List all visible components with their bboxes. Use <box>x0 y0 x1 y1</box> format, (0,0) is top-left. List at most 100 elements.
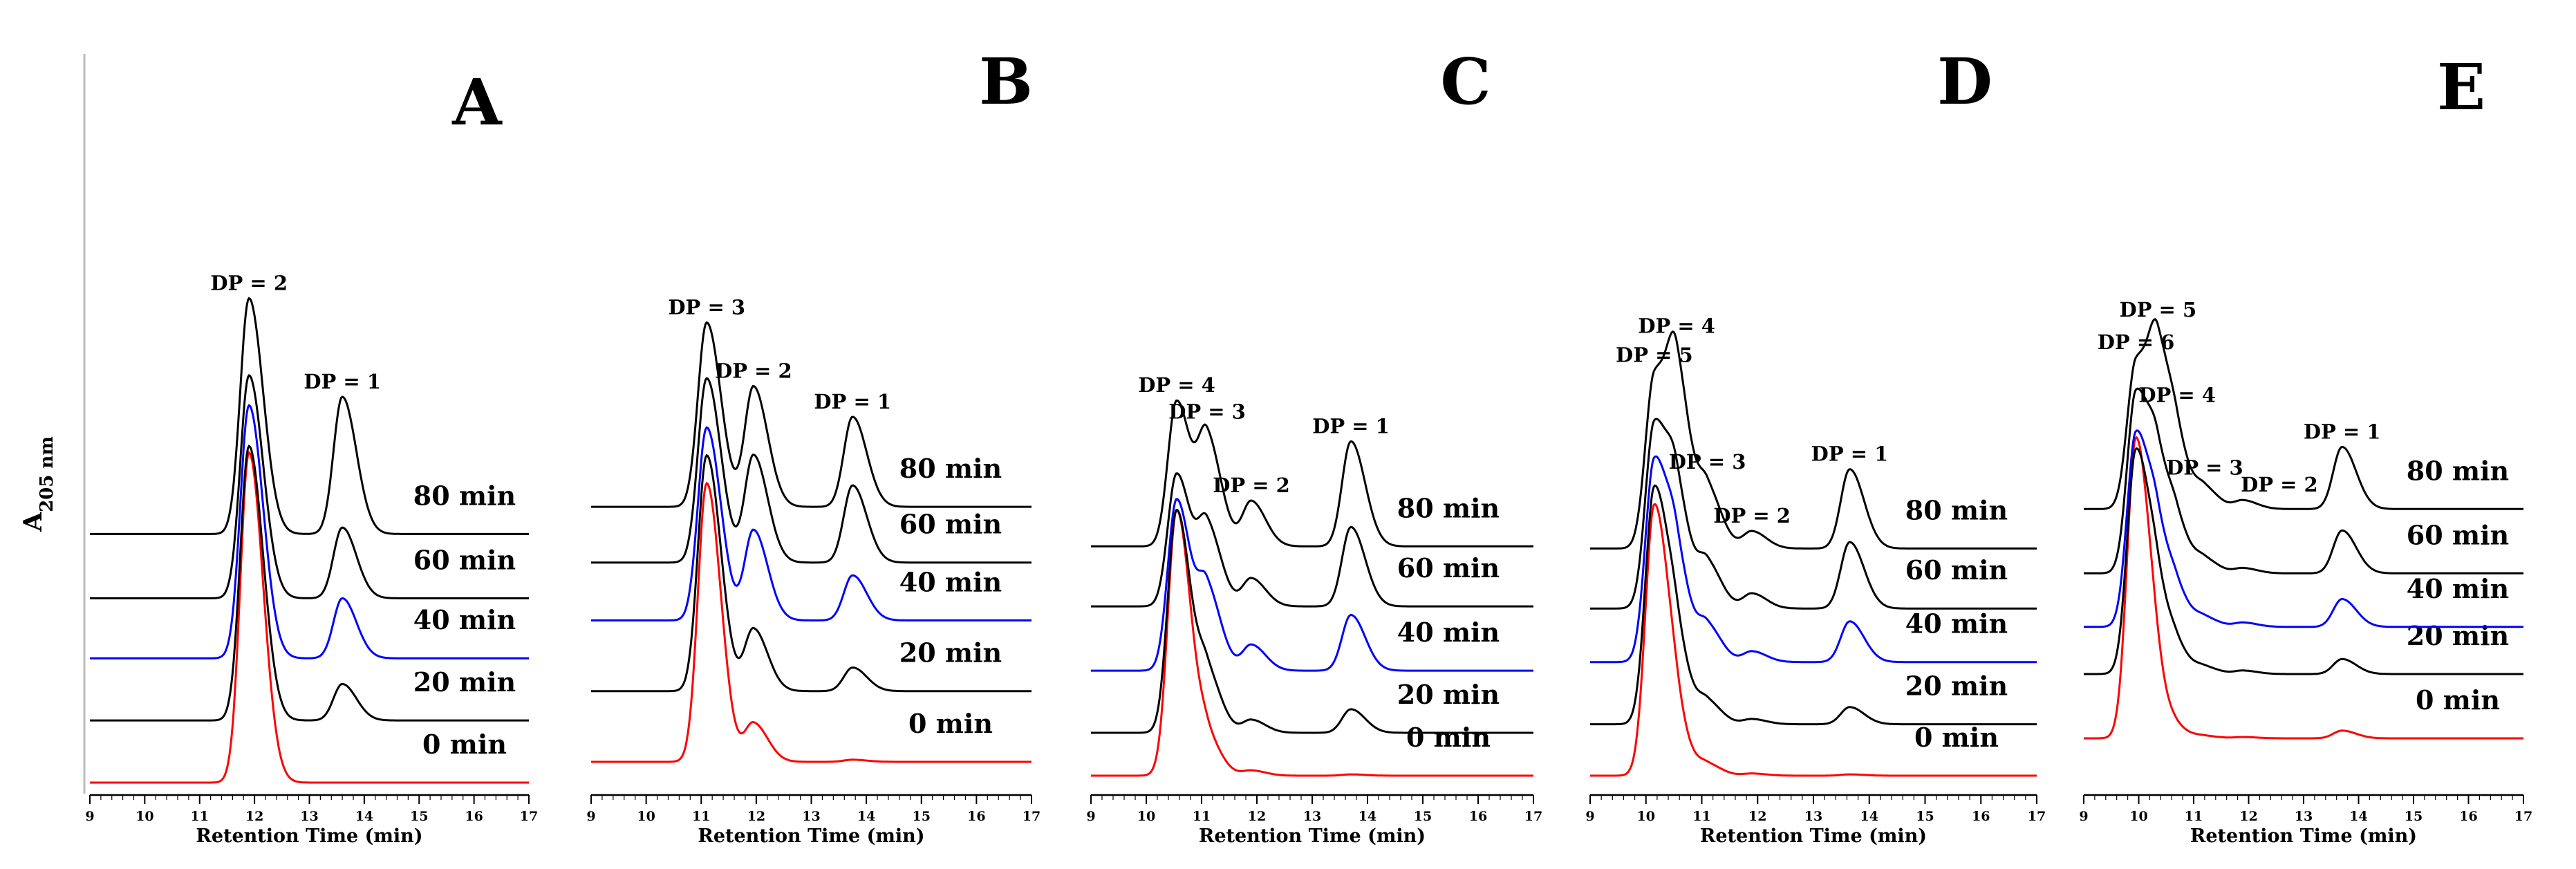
x-tick-label: 11 <box>191 809 209 824</box>
series-time-label: 40 min <box>413 604 516 635</box>
x-axis-label: Retention Time (min) <box>196 825 422 847</box>
dp-peak-label: DP = 3 <box>1168 400 1246 423</box>
dp-peak-label: DP = 2 <box>1213 474 1290 497</box>
series-line-0-min <box>1590 503 2037 777</box>
x-tick-label: 17 <box>2028 809 2046 824</box>
series-time-label: 20 min <box>1397 679 1500 710</box>
dp-peak-label: DP = 1 <box>1312 414 1390 438</box>
x-tick-label: 9 <box>586 809 595 824</box>
series-time-label: 40 min <box>1905 608 2008 639</box>
series-line-80-min <box>2084 318 2523 510</box>
y-axis-label-subscript: 205 nm <box>37 436 57 512</box>
x-tick-label: 15 <box>1414 809 1432 824</box>
series-line-80-min <box>90 297 529 535</box>
series-line-20-min <box>2084 447 2523 675</box>
series-line-0-min <box>591 481 1032 763</box>
series-line-40-min <box>591 426 1032 622</box>
x-axis-label: Retention Time (min) <box>2190 825 2417 847</box>
x-tick-label: 12 <box>2239 809 2257 824</box>
panel-letter: D <box>1937 44 1992 119</box>
x-tick-label: 15 <box>913 809 931 824</box>
dp-peak-label: DP = 2 <box>715 359 792 382</box>
series-time-label: 80 min <box>2407 455 2509 486</box>
series-time-label: 40 min <box>899 566 1002 597</box>
series-line-20-min <box>1091 508 1533 734</box>
x-tick-label: 11 <box>1692 809 1710 824</box>
x-tick-label: 9 <box>1086 809 1095 824</box>
dp-peak-label: DP = 1 <box>814 390 891 413</box>
dp-peak-label: DP = 3 <box>668 295 745 319</box>
series-line-40-min <box>90 404 529 660</box>
dp-peak-label: DP = 1 <box>304 370 381 393</box>
series-line-40-min <box>1590 455 2037 664</box>
dp-peak-label: DP = 2 <box>210 271 288 295</box>
x-tick-label: 15 <box>410 809 428 824</box>
x-tick-label: 12 <box>245 809 263 824</box>
y-axis-label-main: A <box>19 512 48 532</box>
series-time-label: 60 min <box>2407 519 2509 550</box>
x-tick-label: 11 <box>1193 809 1211 824</box>
dp-peak-label: DP = 5 <box>1616 343 1693 366</box>
series-time-label: 80 min <box>899 453 1002 484</box>
panel-letter: A <box>451 65 503 140</box>
x-axis-label: Retention Time (min) <box>1700 825 1927 847</box>
x-tick-label: 11 <box>2185 809 2203 824</box>
x-tick-label: 10 <box>1637 809 1655 824</box>
panel-letter: C <box>1440 44 1491 119</box>
x-tick-label: 17 <box>1023 809 1040 824</box>
series-time-label: 20 min <box>899 637 1002 669</box>
series-time-label: 20 min <box>413 666 516 698</box>
series-time-label: 80 min <box>413 480 516 511</box>
x-axis-label: Retention Time (min) <box>698 825 924 847</box>
x-tick-label: 13 <box>802 809 820 824</box>
series-line-80-min <box>591 321 1032 508</box>
x-tick-label: 16 <box>1972 809 1990 824</box>
dp-peak-label: DP = 6 <box>2098 330 2175 354</box>
panel-c: 9 10 11 12 13 14 15 16 17 Retention Time (min) 0 m… <box>1086 44 1542 847</box>
x-tick-label: 12 <box>747 809 765 824</box>
x-tick-label: 10 <box>1137 809 1155 824</box>
dp-peak-label: DP = 4 <box>2138 383 2216 407</box>
y-axis-label: A205 nm <box>19 436 57 532</box>
series-line-60-min <box>90 373 529 599</box>
panel-d: 9 10 11 12 13 14 15 16 17 Retention Time (min) 0 m… <box>1585 44 2046 847</box>
dp-peak-label: DP = 1 <box>2304 420 2381 443</box>
series-line-80-min <box>1590 330 2037 550</box>
series-time-label: 60 min <box>1905 554 2008 586</box>
chart-panels: 9 10 11 12 13 14 15 16 17 Retention Time (min) 0 m… <box>85 44 2532 847</box>
series-time-label: 80 min <box>1397 492 1500 523</box>
series-line-60-min <box>1590 418 2037 610</box>
series-line-0-min <box>2084 436 2523 740</box>
series-time-label: 0 min <box>908 708 993 739</box>
x-tick-label: 14 <box>1359 809 1376 824</box>
x-tick-label: 15 <box>1916 809 1934 824</box>
series-line-40-min <box>2084 429 2523 628</box>
series-line-20-min <box>90 445 529 722</box>
panel-letter: B <box>979 44 1033 119</box>
x-tick-label: 9 <box>1585 809 1594 824</box>
series-line-60-min <box>1091 472 1533 608</box>
series-time-label: 0 min <box>2416 684 2500 716</box>
x-tick-label: 14 <box>355 809 373 824</box>
series-time-label: 40 min <box>2407 573 2509 604</box>
x-tick-label: 17 <box>2514 809 2532 824</box>
dp-peak-label: DP = 1 <box>1811 442 1889 466</box>
panel-b: 9 10 11 12 13 14 15 16 17 Retention Time (min) 0 m… <box>586 44 1040 847</box>
x-tick-label: 13 <box>2295 809 2313 824</box>
panel-letter: E <box>2437 50 2485 124</box>
series-time-label: 20 min <box>2407 620 2509 651</box>
x-tick-label: 12 <box>1248 809 1266 824</box>
x-tick-label: 11 <box>692 809 710 824</box>
series-time-label: 60 min <box>899 509 1002 540</box>
panel-a: 9 10 11 12 13 14 15 16 17 Retention Time (min) 0 m… <box>85 65 538 847</box>
dp-peak-label: DP = 2 <box>1713 504 1791 527</box>
series-line-60-min <box>591 377 1032 564</box>
x-tick-label: 10 <box>2129 809 2147 824</box>
x-tick-label: 14 <box>2349 809 2367 824</box>
dp-peak-label: DP = 3 <box>1669 450 1746 474</box>
x-tick-label: 16 <box>465 809 483 824</box>
series-line-20-min <box>591 454 1032 693</box>
x-tick-label: 10 <box>637 809 655 824</box>
x-tick-label: 13 <box>1804 809 1822 824</box>
series-line-80-min <box>1091 399 1533 548</box>
